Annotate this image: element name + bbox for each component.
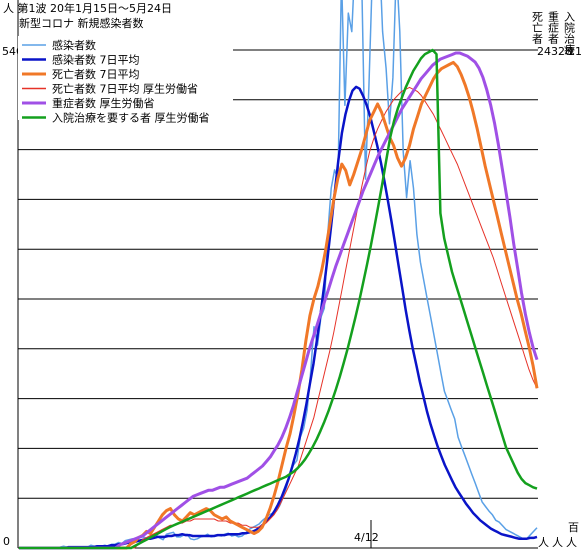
right-axis-min-label: 百 (568, 521, 579, 534)
left-axis-max-label: 540 (2, 45, 23, 58)
right-axis-headers: 死亡者 重症者 入院治療 (531, 10, 576, 55)
right-axis-header-2: 入院治療 (563, 11, 576, 55)
series-line-2 (19, 60, 539, 550)
left-axis-min-label: 0 (3, 535, 10, 548)
legend-label-2: 死亡者数 7日平均 (52, 67, 140, 81)
bottom-unit-1: 人 (552, 536, 563, 549)
chart-title-line2: 新型コロナ 新規感染者数 (19, 16, 144, 30)
right-axis-header-0: 死亡者 (531, 11, 544, 45)
series-line-5 (19, 48, 538, 550)
bottom-units: 人人人 (538, 536, 577, 549)
legend-label-4: 重症者数 厚生労働省 (52, 96, 155, 110)
legend-label-0: 感染者数 (52, 38, 96, 52)
legend-label-5: 入院治療を要する者 厚生労働省 (52, 111, 210, 125)
legend-label-1: 感染者数 7日平均 (52, 53, 140, 67)
right-axis-max-label-0: 24 (537, 45, 551, 58)
chart-title-line1: 人 第1波 20年1月15日～5月24日 (3, 1, 172, 15)
legend-background (18, 36, 233, 120)
bottom-unit-2: 人 (566, 536, 577, 549)
right-axis-header-1: 重症者 (547, 10, 560, 45)
right-axis-max-label-1: 328 (551, 45, 572, 58)
series-line-4 (19, 51, 539, 550)
right-axis-max-labels: 24328119 (537, 45, 581, 58)
legend-label-3: 死亡者数 7日平均 厚生労働省 (52, 82, 198, 96)
series-layer (19, 0, 539, 550)
series-line-1 (19, 85, 538, 550)
bottom-unit-0: 人 (538, 536, 549, 549)
right-axis-max-label-2: 119 (568, 45, 581, 58)
x-tick-label: 4/12 (354, 531, 379, 544)
